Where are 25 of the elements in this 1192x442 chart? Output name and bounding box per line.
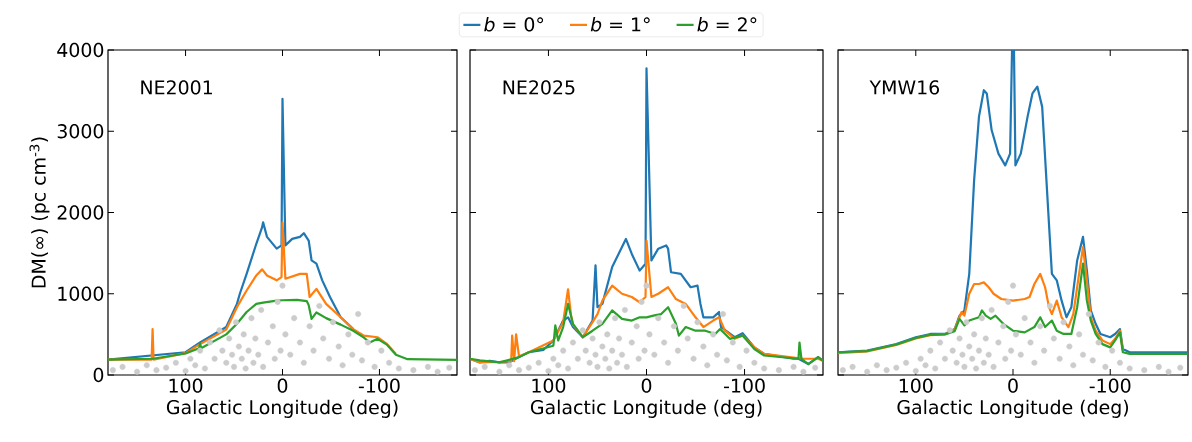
y-tick-label: 2000 bbox=[57, 205, 104, 220]
x-tick-label: -100 bbox=[724, 378, 765, 393]
x-axis-title: Galactic Longitude (deg) bbox=[166, 399, 398, 418]
x-tick-label: 0 bbox=[1008, 378, 1018, 393]
line-series bbox=[108, 298, 457, 362]
x-axis-title: Galactic Longitude (deg) bbox=[530, 399, 762, 418]
x-tick-label: 100 bbox=[899, 378, 933, 393]
x-tick-label: 0 bbox=[277, 378, 288, 393]
x-tick-label: -100 bbox=[1089, 378, 1131, 393]
annotation: NE2001 bbox=[141, 80, 212, 95]
y-tick-label: 3000 bbox=[57, 124, 104, 139]
y-axis-title: DM(∞) (pc cm$^{-3}$) bbox=[29, 137, 50, 288]
legend-label: b = 2° bbox=[697, 16, 757, 32]
y-tick-label: 1000 bbox=[58, 286, 104, 301]
x-axis-title: Galactic Longitude (deg) bbox=[897, 399, 1129, 418]
legend-label: b = 1° bbox=[590, 16, 650, 32]
x-tick-label: 100 bbox=[169, 378, 203, 393]
x-tick-label: 100 bbox=[532, 378, 566, 393]
x-tick-label: 0 bbox=[641, 378, 652, 393]
y-tick-label: 0 bbox=[93, 367, 104, 383]
annotation: YMW16 bbox=[869, 80, 940, 95]
y-tick-label: 4000 bbox=[57, 42, 104, 58]
x-tick-label: -100 bbox=[358, 378, 400, 393]
annotation: NE2025 bbox=[503, 80, 575, 95]
legend-label: b = 0° bbox=[484, 16, 544, 32]
